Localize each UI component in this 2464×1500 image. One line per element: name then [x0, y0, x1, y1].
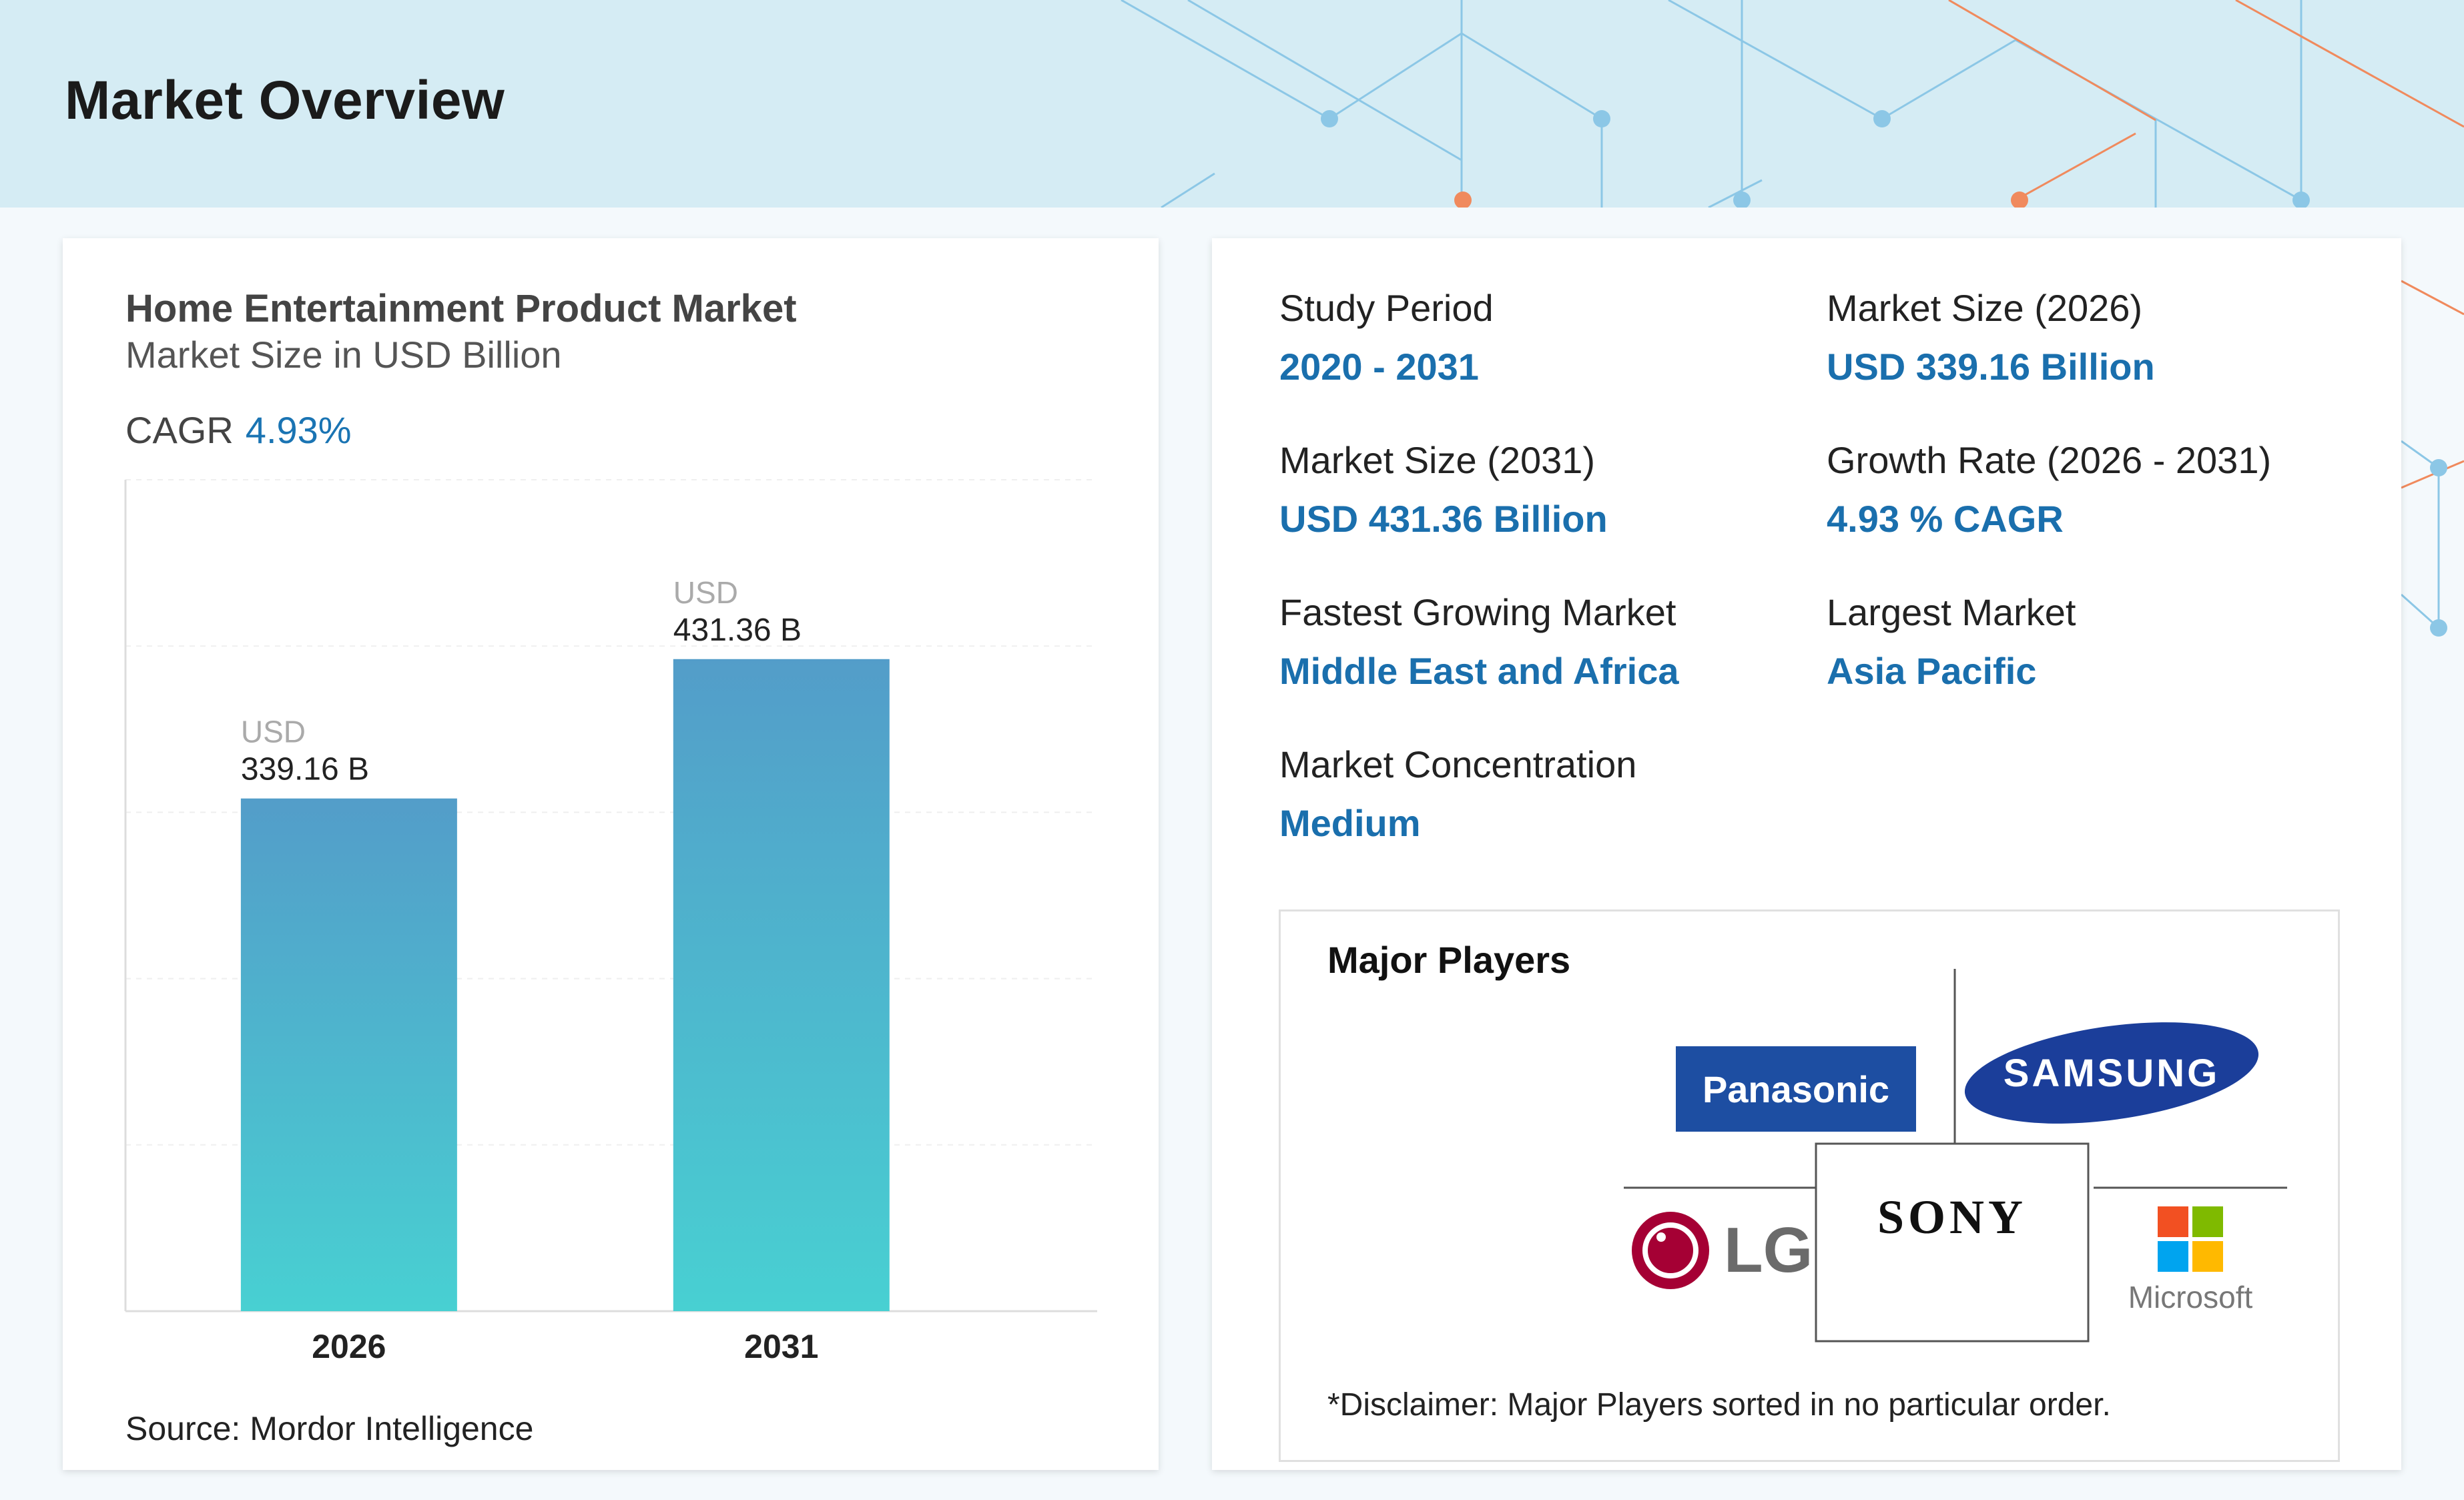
bar-2031 [673, 659, 890, 1311]
sony-logo-text: SONY [1877, 1190, 2027, 1244]
market-stats-card: Study Period 2020 - 2031 Market Size (20… [1212, 238, 2401, 1470]
page-title: Market Overview [65, 70, 505, 131]
stat-value-fastest-growing-market: Middle East and Africa [1279, 650, 1679, 692]
market-size-chart-card: Home Entertainment Product Market Market… [63, 238, 1159, 1470]
samsung-logo-text: SAMSUNG [2004, 1052, 2220, 1095]
bar-value-label: 431.36 B [673, 613, 802, 648]
x-tick-label: 2026 [312, 1328, 386, 1365]
bar-value-prefix: USD [241, 715, 306, 749]
x-tick-label: 2031 [744, 1328, 818, 1365]
microsoft-logo: Microsoft [2128, 1206, 2253, 1315]
bar-value-label: 339.16 B [241, 752, 369, 787]
stat-value-market-size-2026: USD 339.16 Billion [1827, 346, 2155, 388]
side-network-decoration [2401, 280, 2464, 637]
cagr-value: 4.93% [245, 409, 352, 451]
cagr-label: CAGR [125, 409, 234, 451]
cagr-indicator: CAGR 4.93% [125, 408, 352, 452]
major-players-logos: Panasonic SAMSUNG LG SONY Mi [1624, 969, 2287, 1343]
stat-label-market-size-2026: Market Size (2026) [1827, 287, 2143, 329]
stat-value-study-period: 2020 - 2031 [1279, 346, 1479, 388]
stat-label-largest-market: Largest Market [1827, 591, 2076, 633]
network-pattern-decoration [1121, 0, 2464, 208]
major-players-title: Major Players [1327, 939, 1571, 981]
stat-label-study-period: Study Period [1279, 287, 1494, 329]
stat-label-market-concentration: Market Concentration [1279, 743, 1637, 785]
samsung-logo: SAMSUNG [1964, 1022, 2259, 1124]
header-banner: Market Overview [0, 0, 2464, 208]
lg-logo: LG [1632, 1212, 1813, 1289]
stat-value-market-concentration: Medium [1279, 802, 1421, 844]
panasonic-logo-text: Panasonic [1703, 1068, 1889, 1110]
chart-source: Source: Mordor Intelligence [125, 1410, 534, 1447]
stat-label-fastest-growing-market: Fastest Growing Market [1279, 591, 1676, 633]
stat-label-market-size-2031: Market Size (2031) [1279, 439, 1596, 481]
microsoft-logo-text: Microsoft [2128, 1280, 2253, 1315]
major-players-panel: Major Players Panasonic SAMSUNG [1279, 909, 2340, 1462]
panasonic-logo: Panasonic [1676, 1046, 1916, 1132]
stat-value-largest-market: Asia Pacific [1827, 650, 2037, 692]
chart-title: Home Entertainment Product Market [125, 287, 797, 330]
major-players-disclaimer: *Disclaimer: Major Players sorted in no … [1327, 1387, 2111, 1423]
chart-subtitle: Market Size in USD Billion [125, 334, 562, 376]
bar-value-prefix: USD [673, 575, 738, 610]
stat-value-market-size-2031: USD 431.36 Billion [1279, 498, 1608, 540]
stat-value-growth-rate: 4.93 % CAGR [1827, 498, 2064, 540]
bar-2026 [240, 798, 457, 1311]
lg-logo-text: LG [1724, 1214, 1813, 1286]
stat-label-growth-rate: Growth Rate (2026 - 2031) [1827, 439, 2272, 481]
